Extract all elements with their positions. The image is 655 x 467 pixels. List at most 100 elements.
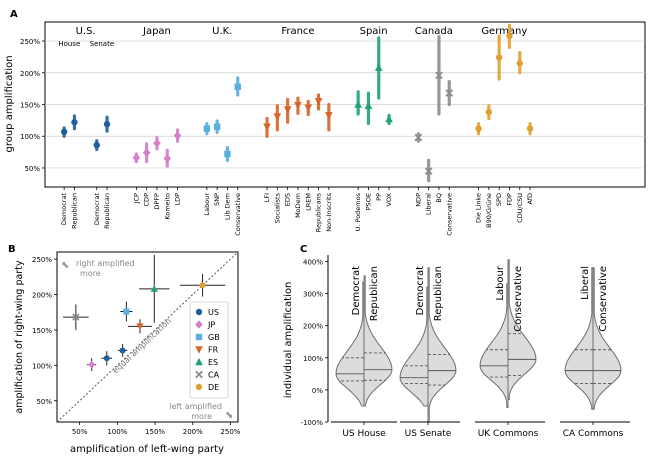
country-header: Germany xyxy=(481,26,527,37)
x-tick-label: U. Podemos xyxy=(354,192,362,231)
x-tick-label: 50% xyxy=(72,428,88,436)
x-tick-label: 100% xyxy=(107,428,127,436)
violin-half xyxy=(564,267,594,410)
point-marker xyxy=(304,104,313,112)
y-tick-label: 50% xyxy=(36,398,52,406)
point-marker xyxy=(526,125,534,132)
legend-label: JP xyxy=(207,321,215,330)
party-label: Labour xyxy=(495,265,506,301)
point-marker xyxy=(173,131,182,140)
x-tick-label: Komeito xyxy=(163,193,171,220)
party-label: Republican xyxy=(433,266,444,321)
x-tick-label: Republican xyxy=(70,193,78,229)
point-marker xyxy=(364,101,373,109)
panel-a-gridlines xyxy=(45,40,645,169)
panel-a-y-ticks: 50% 100% 150% 200% 250% xyxy=(20,38,45,173)
legend-label: GB xyxy=(208,333,220,342)
equal-amplification-diagonal xyxy=(56,251,239,423)
panel-b-ticks: 50% 50% 100% 100% 150% 150% 200% 200% 250% 250% xyxy=(32,256,241,436)
panel-b-frame xyxy=(56,251,239,423)
y-tick-label: 200% xyxy=(303,323,323,331)
panel-c-y-axis-label: individual amplification xyxy=(283,282,294,399)
x-tick-label: Conservative xyxy=(445,193,453,236)
panel-a-y-axis-label: group amplification xyxy=(4,55,15,152)
x-tick-label: CDU/CSU xyxy=(516,193,524,223)
point-marker xyxy=(93,141,100,149)
x-tick-label: LFI xyxy=(263,193,271,202)
x-tick-label: CDP xyxy=(143,193,151,207)
x-tick-label: Socialists xyxy=(273,192,281,223)
point-marker xyxy=(119,347,126,354)
panel-a-group-amplification: 50% 100% 150% 200% 250% U.S. House Senate Japan… xyxy=(4,21,646,236)
panel-a-marks xyxy=(60,23,534,183)
panel-label-c: C xyxy=(300,244,307,255)
point-marker xyxy=(273,113,282,121)
right-amplified-line-1: right amplified xyxy=(76,259,135,268)
legend-entries: US JP GB FR ES CA DE xyxy=(195,308,220,392)
point-marker xyxy=(414,133,423,142)
panel-c-group-axes: US House US Senate UK Commons CA Commons xyxy=(331,421,630,439)
point-marker xyxy=(475,125,482,132)
point-marker-stroke-2 xyxy=(445,89,454,97)
legend-marker xyxy=(195,320,203,329)
point-marker xyxy=(506,32,513,40)
group-label: CA Commons xyxy=(563,429,624,439)
point-marker xyxy=(485,108,493,116)
point-marker xyxy=(60,128,68,135)
y-tick-label: 200% xyxy=(32,292,52,300)
country-header: Japan xyxy=(142,26,171,37)
y-tick-label: -100% xyxy=(300,419,323,427)
y-tick-label: 0% xyxy=(312,387,323,395)
y-tick-label: 250% xyxy=(20,38,40,46)
country-header: Spain xyxy=(360,26,388,37)
point-marker xyxy=(213,123,221,130)
y-tick-label: 100% xyxy=(32,362,52,370)
x-tick-label: VOX xyxy=(385,192,393,206)
point-marker xyxy=(136,323,144,331)
point-marker xyxy=(163,154,172,163)
panel-a-country-headers: U.S. House Senate Japan U.K. France Spain Canad… xyxy=(58,26,527,48)
x-tick-label: LDP xyxy=(174,193,182,206)
panel-b-points xyxy=(63,254,226,371)
x-tick-label: Die Linke xyxy=(475,193,483,223)
x-tick-label: LREM xyxy=(304,193,312,211)
country-header: France xyxy=(281,26,314,37)
panel-c-violins: -100% 0% 100% 200% 300% 400% Democrat Republic… xyxy=(283,255,630,439)
point-marker xyxy=(132,153,141,162)
panel-c-y-ticks: -100% 0% 100% 200% 300% 400% xyxy=(300,258,328,427)
point-marker xyxy=(103,355,110,362)
left-amplified-annotation: left amplified more ⬊ xyxy=(169,402,233,421)
point-marker-stroke-2 xyxy=(435,71,443,80)
panel-b-y-axis-label: amplification of right-wing party xyxy=(14,260,25,414)
x-tick-label: 150% xyxy=(145,428,165,436)
x-tick-label: PP xyxy=(375,193,383,201)
y-tick-label: 400% xyxy=(303,258,323,266)
y-tick-label: 100% xyxy=(20,133,40,141)
point-marker-stroke-2 xyxy=(414,133,423,142)
legend-label: ES xyxy=(208,358,218,367)
panel-b-scatter: 50%50%100%100%150%150%200%200%250%250% e… xyxy=(14,251,241,455)
legend-label: DE xyxy=(208,383,219,392)
legend-marker-stroke-2 xyxy=(195,370,203,379)
x-tick-label: AfD xyxy=(526,193,534,205)
x-tick-label: Conservative xyxy=(234,193,242,236)
point-marker xyxy=(325,112,333,120)
panel-label-a: A xyxy=(10,9,18,20)
x-tick-label: Labour xyxy=(203,193,211,216)
x-tick-label: Republican xyxy=(103,193,111,229)
point-marker xyxy=(199,282,206,289)
x-tick-label: SPD xyxy=(495,193,503,206)
point-marker xyxy=(435,71,443,80)
country-header: U.S. xyxy=(76,26,96,37)
x-tick-label: FDP xyxy=(505,193,513,206)
party-label: Liberal xyxy=(580,266,591,300)
y-tick-label: 50% xyxy=(24,165,40,173)
party-label: Democrat xyxy=(415,266,426,315)
left-amplified-line-2: more xyxy=(191,412,212,421)
point-marker xyxy=(234,83,241,90)
point-marker xyxy=(263,123,271,131)
violin-half xyxy=(335,281,365,407)
party-label: Conservative xyxy=(513,266,524,332)
legend: US JP GB FR ES CA DE xyxy=(189,301,229,399)
